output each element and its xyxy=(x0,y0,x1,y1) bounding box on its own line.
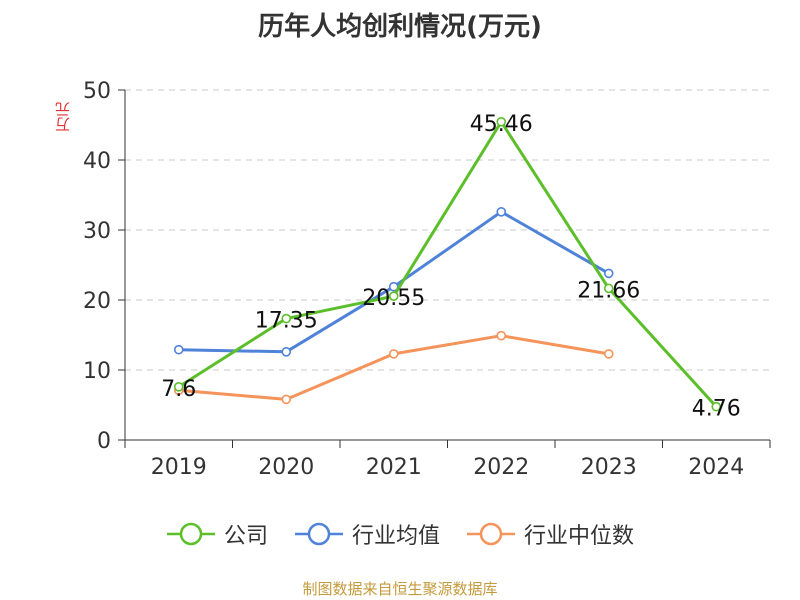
series-line-1 xyxy=(178,210,610,354)
data-label: 20.55 xyxy=(362,286,425,311)
data-point xyxy=(173,344,184,355)
data-point xyxy=(281,313,292,324)
data-label: 7.6 xyxy=(161,377,196,402)
data-point xyxy=(496,207,507,217)
data-point xyxy=(388,281,399,292)
y-tick-label: 30 xyxy=(83,219,111,244)
data-label: 45.46 xyxy=(470,112,533,137)
x-tick-label: 2019 xyxy=(151,455,207,480)
data-point xyxy=(388,349,399,359)
y-tick-label: 0 xyxy=(97,429,111,454)
legend-label: 行业中位数 xyxy=(524,524,635,549)
y-tick-label: 50 xyxy=(83,79,111,104)
y-tick-label: 40 xyxy=(83,149,111,174)
legend-swatch-icon xyxy=(467,522,515,546)
series-line-0 xyxy=(177,120,718,408)
data-source-note: 制图数据来自恒生聚源数据库 xyxy=(302,580,498,598)
x-tick-label: 2021 xyxy=(366,455,422,480)
data-point xyxy=(496,330,507,341)
data-point xyxy=(173,381,184,392)
x-tick-label: 2022 xyxy=(473,455,529,480)
data-label: 17.35 xyxy=(255,309,318,334)
legend-swatch-icon xyxy=(166,522,215,546)
chart-title: 历年人均创利情况(万元) xyxy=(258,12,542,42)
legend-label: 行业均值 xyxy=(351,524,440,549)
data-point xyxy=(281,394,292,405)
data-point xyxy=(603,268,614,279)
x-tick-label: 2023 xyxy=(581,455,637,480)
data-point xyxy=(281,346,292,357)
legend-swatch-icon xyxy=(294,522,343,546)
y-tick-label: 10 xyxy=(83,359,111,384)
data-point xyxy=(496,116,507,127)
data-point xyxy=(388,291,399,301)
legend-item[interactable]: 行业中位数 xyxy=(466,518,634,550)
legend-label: 公司 xyxy=(223,524,268,549)
data-point xyxy=(711,401,722,412)
legend-item[interactable]: 行业均值 xyxy=(294,518,440,550)
y-tick-label: 20 xyxy=(83,289,111,314)
data-point xyxy=(603,283,614,294)
data-label: 21.66 xyxy=(577,278,640,303)
legend-item[interactable]: 公司 xyxy=(166,518,268,550)
legend: 公司 行业均值 行业中位数 xyxy=(0,518,800,550)
data-point xyxy=(603,349,614,359)
data-label: 4.76 xyxy=(692,397,741,422)
x-tick-label: 2024 xyxy=(688,455,744,480)
x-tick-label: 2020 xyxy=(258,455,314,480)
